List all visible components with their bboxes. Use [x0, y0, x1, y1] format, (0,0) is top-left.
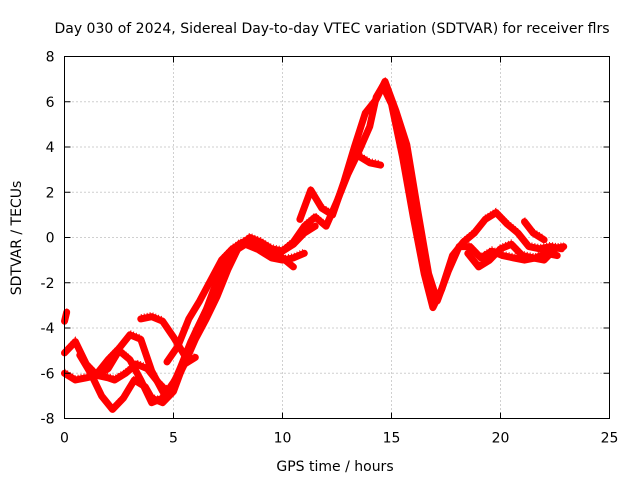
x-tick-label: 10	[274, 431, 292, 447]
x-tick-label: 15	[383, 431, 401, 447]
series-arc-10	[464, 240, 568, 271]
y-tick-label: -6	[41, 366, 55, 382]
chart-title: Day 030 of 2024, Sidereal Day-to-day VTE…	[54, 21, 609, 37]
series-marker-arc-6	[166, 237, 266, 359]
y-tick-label: -2	[41, 276, 55, 292]
series-marker-arc-7	[271, 80, 562, 306]
series-arc-11	[521, 218, 548, 244]
series-arc-3	[76, 240, 308, 413]
axis-ticks: 0 5 10 15 20 25 -8 -6 -4 -2 0 2 4 6 8	[41, 50, 619, 447]
series-layer	[61, 75, 568, 413]
y-axis-title: SDTVAR / TECUs	[9, 181, 25, 296]
x-tick-label: 5	[169, 431, 178, 447]
series-arc-9	[355, 152, 385, 169]
y-tick-label: 6	[46, 95, 55, 111]
x-axis-title: GPS time / hours	[276, 459, 393, 475]
series-arc-8	[296, 77, 561, 305]
x-tick-label: 25	[601, 431, 619, 447]
series-arc-6	[163, 238, 269, 366]
y-tick-label: -8	[41, 412, 55, 428]
x-tick-label: 20	[492, 431, 510, 447]
x-tick-label: 0	[60, 431, 69, 447]
series-marker-arc-2	[64, 239, 268, 391]
y-tick-label: 2	[46, 185, 55, 201]
y-tick-label: 4	[46, 140, 55, 156]
series-marker-arc-9	[358, 151, 381, 162]
y-tick-label: 0	[46, 231, 55, 247]
y-tick-label: -4	[41, 321, 55, 337]
series-arc-7	[268, 82, 565, 312]
y-tick-label: 8	[46, 50, 55, 66]
